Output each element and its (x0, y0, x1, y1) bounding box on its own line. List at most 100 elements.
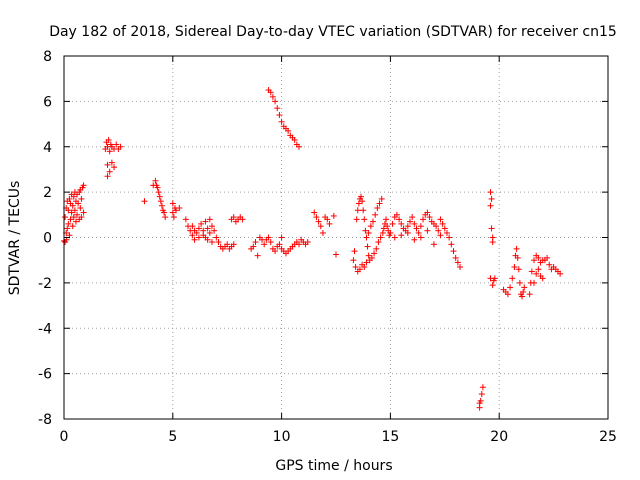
data-point (413, 225, 420, 232)
y-tick-label: -4 (38, 321, 52, 337)
data-point (406, 218, 413, 225)
data-point (487, 202, 494, 209)
data-point (365, 229, 372, 236)
x-axis-label: GPS time / hours (275, 458, 392, 474)
data-point (364, 243, 371, 250)
data-point (75, 200, 82, 207)
data-point (252, 239, 259, 246)
data-point (315, 218, 322, 225)
data-point (514, 254, 521, 261)
data-point (361, 216, 368, 223)
data-point (224, 241, 231, 248)
data-point (311, 209, 318, 216)
data-point (291, 136, 298, 143)
data-point (267, 89, 274, 96)
data-point (353, 216, 360, 223)
data-point (355, 200, 362, 207)
data-point (80, 182, 87, 189)
data-point (504, 291, 511, 298)
y-tick-label: 4 (43, 140, 52, 156)
data-point (189, 232, 196, 239)
data-point (433, 223, 440, 230)
data-point (158, 202, 165, 209)
data-point (533, 270, 540, 277)
data-point (108, 159, 115, 166)
data-point (261, 241, 268, 248)
data-point (198, 220, 205, 227)
data-point (487, 189, 494, 196)
data-point (351, 248, 358, 255)
data-point (526, 291, 533, 298)
data-point (488, 195, 495, 202)
data-point (296, 143, 303, 150)
data-point (117, 143, 124, 150)
data-point (195, 234, 202, 241)
data-point (424, 227, 431, 234)
y-tick-label: -2 (38, 276, 52, 292)
data-point (72, 218, 79, 225)
data-point (239, 216, 246, 223)
data-point (64, 225, 71, 232)
data-point (156, 193, 163, 200)
data-point (368, 254, 375, 261)
data-point (67, 216, 74, 223)
data-point (104, 161, 111, 168)
data-point (546, 261, 553, 268)
axes: 0 5 10 15 20 25 -8 -6 -4 -2 0 2 4 6 8 (38, 49, 617, 445)
data-point (361, 263, 368, 270)
data-point (363, 234, 370, 241)
y-tick-label: 2 (43, 185, 52, 201)
data-point (535, 254, 542, 261)
data-point (313, 214, 320, 221)
data-point (206, 216, 213, 223)
data-point (531, 257, 538, 264)
data-point (204, 236, 211, 243)
data-point (488, 225, 495, 232)
data-point (65, 207, 72, 214)
data-point (398, 232, 405, 239)
data-point (215, 239, 222, 246)
data-point (105, 136, 112, 143)
data-point (104, 173, 111, 180)
data-point (319, 229, 326, 236)
data-point (208, 223, 215, 230)
data-point (152, 177, 159, 184)
data-point (387, 229, 394, 236)
data-point (441, 225, 448, 232)
data-point (330, 212, 337, 219)
data-point (521, 284, 528, 291)
data-point (513, 245, 520, 252)
data-point (437, 216, 444, 223)
data-point (326, 220, 333, 227)
data-point (375, 239, 382, 246)
data-point (274, 105, 281, 112)
data-point (154, 184, 161, 191)
data-point (66, 195, 73, 202)
data-point (424, 209, 431, 216)
data-point (376, 200, 383, 207)
data-point (369, 218, 376, 225)
data-point (409, 214, 416, 221)
data-point (391, 234, 398, 241)
data-points (61, 87, 564, 411)
chart-title: Day 182 of 2018, Sidereal Day-to-day VTE… (49, 24, 617, 40)
data-point (155, 189, 162, 196)
data-point (74, 211, 81, 218)
data-point (182, 216, 189, 223)
data-point (278, 118, 285, 125)
data-point (448, 241, 455, 248)
data-point (69, 202, 76, 209)
data-point (68, 209, 75, 216)
data-point (173, 207, 180, 214)
data-point (404, 229, 411, 236)
data-point (490, 277, 497, 284)
data-point (162, 214, 169, 221)
data-point (208, 239, 215, 246)
y-tick-label: 0 (43, 231, 52, 247)
data-point (169, 200, 176, 207)
data-point (378, 195, 385, 202)
data-point (367, 223, 374, 230)
data-point (362, 227, 369, 234)
data-point (296, 241, 303, 248)
